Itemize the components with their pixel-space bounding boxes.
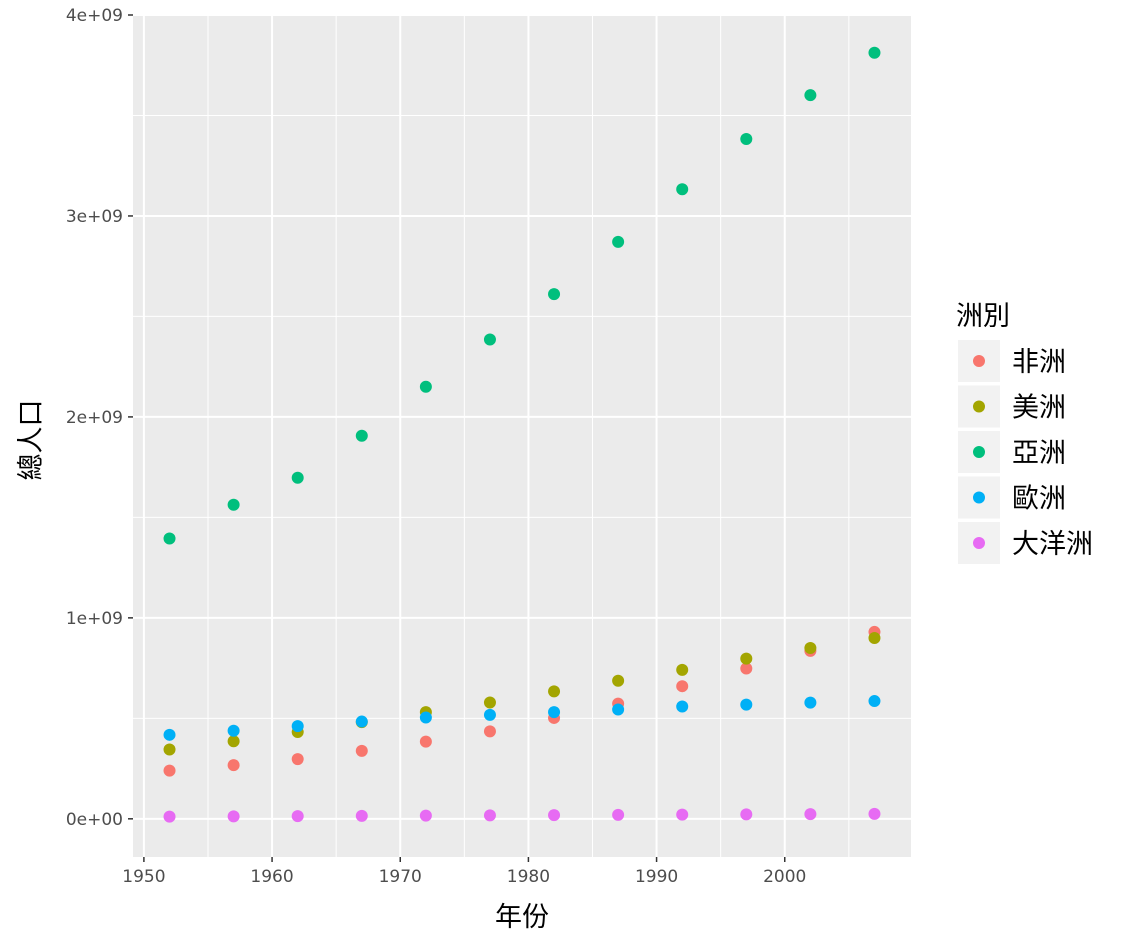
data-point <box>612 808 625 821</box>
data-point <box>804 89 817 102</box>
data-point <box>676 663 689 676</box>
data-point <box>355 429 368 442</box>
data-point <box>740 662 753 675</box>
y-axis-title: 總人口 <box>16 400 47 481</box>
data-point <box>355 809 368 822</box>
legend-key <box>973 491 985 504</box>
legend-label: 大洋洲 <box>1012 529 1093 560</box>
data-point <box>740 132 753 145</box>
legend-key <box>973 400 985 413</box>
data-point <box>163 810 176 823</box>
data-point <box>419 809 432 822</box>
x-tick-label: 1990 <box>635 867 678 887</box>
axis-ticks <box>128 14 786 862</box>
data-point <box>868 807 881 820</box>
y-tick-label: 0e+00 <box>66 810 123 830</box>
legend-label: 美洲 <box>1012 393 1066 424</box>
data-point <box>804 642 817 655</box>
data-point <box>548 288 561 301</box>
legend-label: 亞洲 <box>1012 438 1066 469</box>
data-point <box>227 735 240 748</box>
data-point <box>740 808 753 821</box>
data-point <box>676 183 689 196</box>
y-tick-label: 3e+09 <box>66 207 123 227</box>
data-point <box>868 695 881 708</box>
data-point <box>419 711 432 724</box>
data-point <box>483 333 496 346</box>
data-point <box>612 674 625 687</box>
data-point <box>548 706 561 719</box>
legend-key <box>973 355 985 367</box>
data-point <box>676 680 689 693</box>
legend-key <box>973 446 985 458</box>
y-tick-label: 2e+09 <box>66 408 123 428</box>
data-point <box>291 471 304 484</box>
data-point <box>291 753 304 766</box>
y-tick-label: 1e+09 <box>66 609 123 629</box>
data-point <box>227 810 240 823</box>
data-point <box>163 743 176 756</box>
data-point <box>676 808 689 821</box>
data-point <box>548 685 561 698</box>
x-tick-label: 1970 <box>379 867 422 887</box>
data-point <box>548 809 561 822</box>
data-point <box>676 700 689 713</box>
x-tick-label: 2000 <box>763 867 806 887</box>
data-point <box>483 725 496 738</box>
data-point <box>163 532 176 545</box>
legend-label: 歐洲 <box>1012 484 1066 515</box>
data-point <box>227 759 240 772</box>
data-point <box>291 720 304 733</box>
legend-key <box>973 537 985 549</box>
data-point <box>291 810 304 823</box>
tick-labels: 1950 1960 1970 1980 1990 2000 0e+00 1e+09 2e+09 3… <box>66 6 807 887</box>
data-point <box>804 808 817 821</box>
data-point <box>355 715 368 728</box>
data-point <box>740 698 753 711</box>
legend-title: 洲別 <box>956 301 1010 332</box>
panel-background <box>133 15 911 857</box>
minor-gridlines <box>133 15 911 857</box>
x-tick-label: 1980 <box>507 867 550 887</box>
data-point <box>163 764 176 777</box>
data-point <box>804 696 817 709</box>
x-axis-title: 年份 <box>495 902 549 933</box>
major-gridlines <box>133 14 911 857</box>
data-point <box>419 380 432 393</box>
data-point <box>612 235 625 248</box>
data-points <box>163 46 881 823</box>
data-point <box>868 46 881 59</box>
data-point <box>227 724 240 737</box>
legend-label: 非洲 <box>1012 347 1066 378</box>
data-point <box>483 696 496 709</box>
x-tick-label: 1960 <box>250 867 293 887</box>
data-point <box>355 744 368 757</box>
data-point <box>227 498 240 511</box>
x-tick-label: 1950 <box>122 867 165 887</box>
y-tick-label: 4e+09 <box>66 6 123 26</box>
data-point <box>163 728 176 741</box>
data-point <box>483 708 496 721</box>
data-point <box>483 809 496 822</box>
data-point <box>419 735 432 748</box>
data-point <box>740 652 753 665</box>
data-point <box>612 703 625 716</box>
data-point <box>868 631 881 644</box>
